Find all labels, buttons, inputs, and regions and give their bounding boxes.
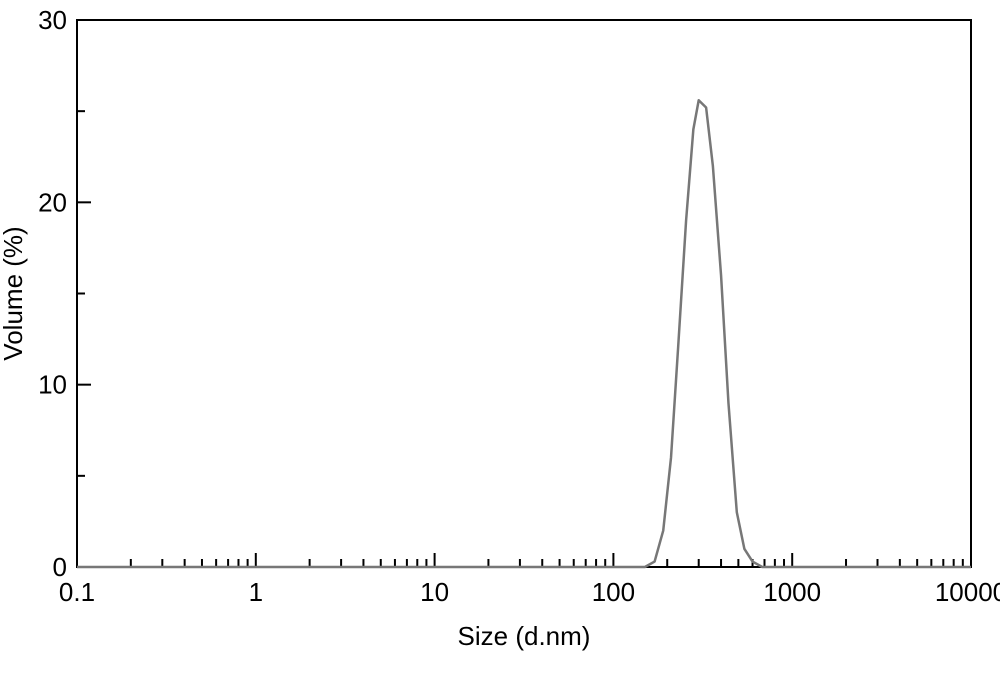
x-tick-label: 10000: [935, 577, 1000, 607]
x-tick-label: 10: [420, 577, 449, 607]
plot-frame: [77, 20, 971, 567]
x-axis-label: Size (d.nm): [458, 621, 591, 651]
volume-distribution-line: [77, 100, 971, 567]
x-tick-label: 100: [592, 577, 635, 607]
y-tick-label: 10: [38, 370, 67, 400]
x-tick-label: 1000: [763, 577, 821, 607]
x-tick-label: 1: [249, 577, 263, 607]
y-axis-label: Volume (%): [0, 226, 28, 360]
y-tick-label: 30: [38, 5, 67, 35]
y-tick-label: 0: [53, 552, 67, 582]
chart-svg: 0.11101001000100000102030Size (d.nm)Volu…: [0, 0, 1000, 698]
size-distribution-chart: 0.11101001000100000102030Size (d.nm)Volu…: [0, 0, 1000, 698]
y-tick-label: 20: [38, 187, 67, 217]
